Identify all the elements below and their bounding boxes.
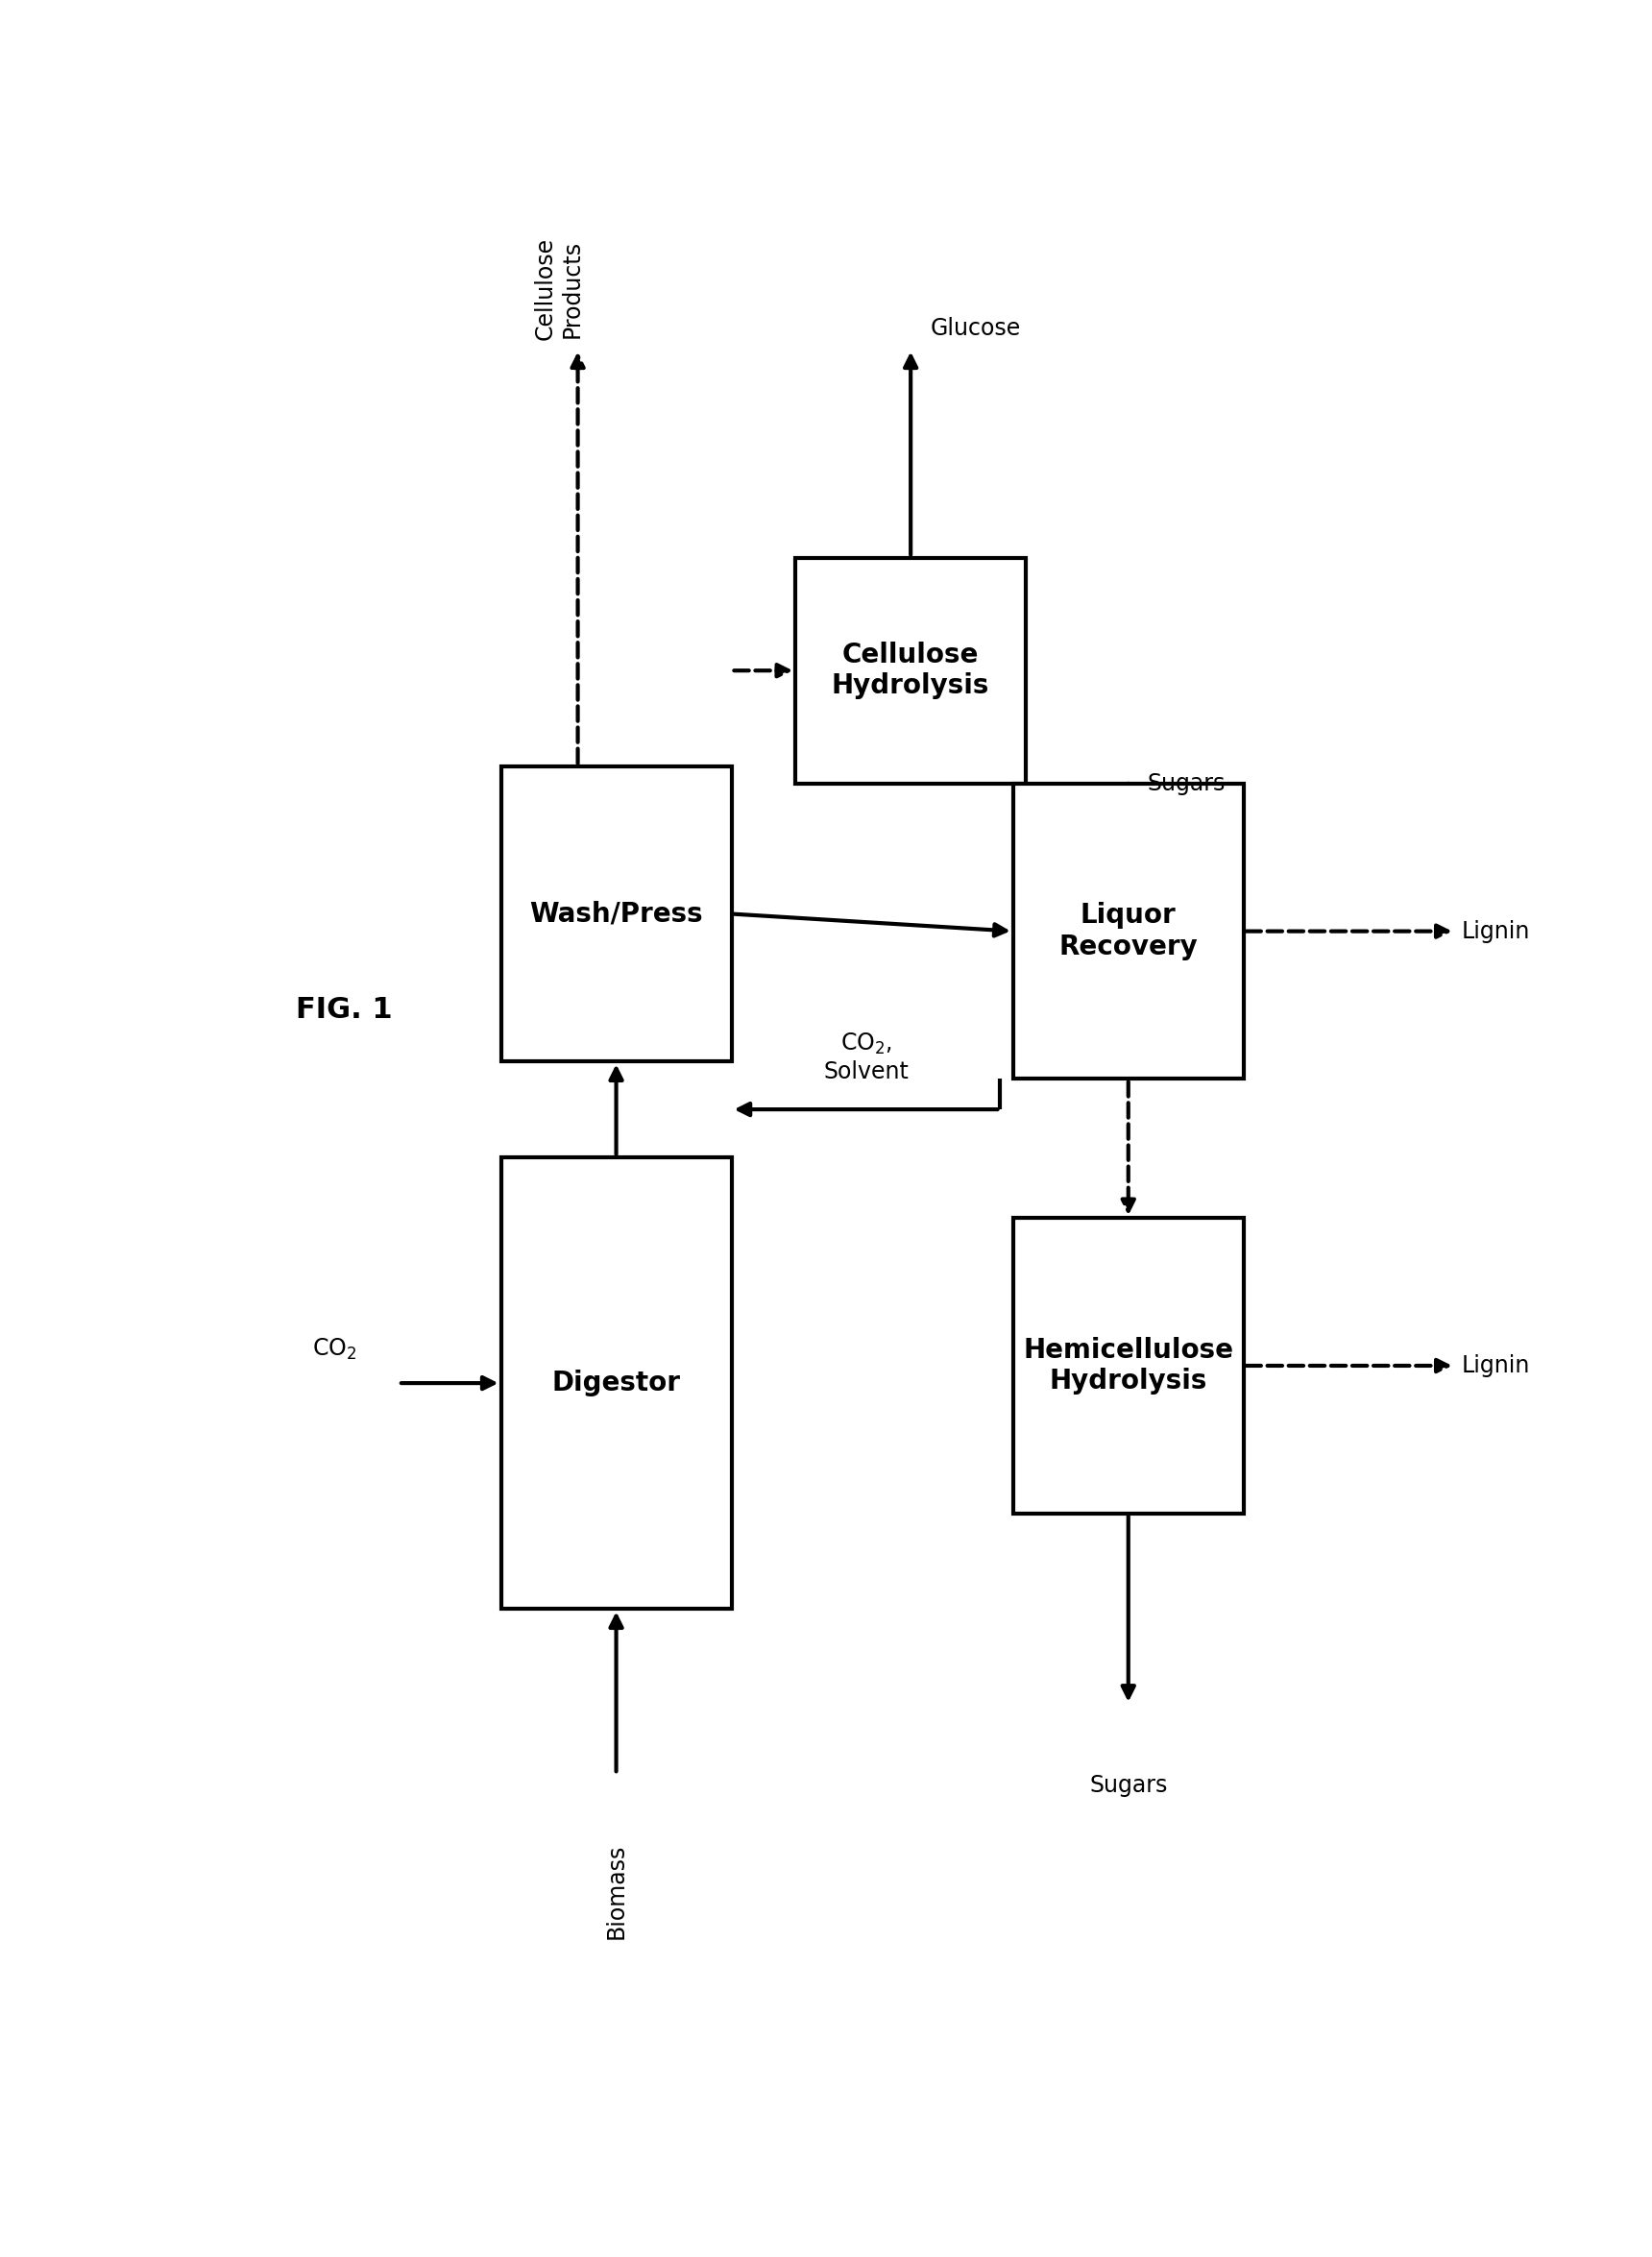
FancyBboxPatch shape — [1013, 1219, 1244, 1514]
Text: Cellulose
Products: Cellulose Products — [534, 237, 583, 341]
Text: Lignin: Lignin — [1460, 919, 1530, 943]
Text: CO$_2$,
Solvent: CO$_2$, Solvent — [823, 1031, 909, 1083]
Text: Sugars: Sugars — [1148, 772, 1226, 794]
Text: CO$_2$: CO$_2$ — [312, 1336, 357, 1363]
Text: Glucose: Glucose — [930, 318, 1021, 341]
Text: Lignin: Lignin — [1460, 1354, 1530, 1377]
Text: Digestor: Digestor — [552, 1370, 681, 1397]
Text: Sugars: Sugars — [1089, 1774, 1168, 1797]
FancyBboxPatch shape — [1013, 783, 1244, 1079]
Text: Liquor
Recovery: Liquor Recovery — [1059, 903, 1198, 959]
FancyBboxPatch shape — [501, 1158, 732, 1609]
Text: Hemicellulose
Hydrolysis: Hemicellulose Hydrolysis — [1023, 1336, 1234, 1395]
FancyBboxPatch shape — [501, 765, 732, 1061]
Text: Biomass: Biomass — [605, 1844, 628, 1939]
Text: FIG. 1: FIG. 1 — [296, 995, 393, 1022]
Text: Cellulose
Hydrolysis: Cellulose Hydrolysis — [831, 641, 990, 700]
FancyBboxPatch shape — [796, 557, 1026, 783]
Text: Wash/Press: Wash/Press — [529, 901, 704, 928]
